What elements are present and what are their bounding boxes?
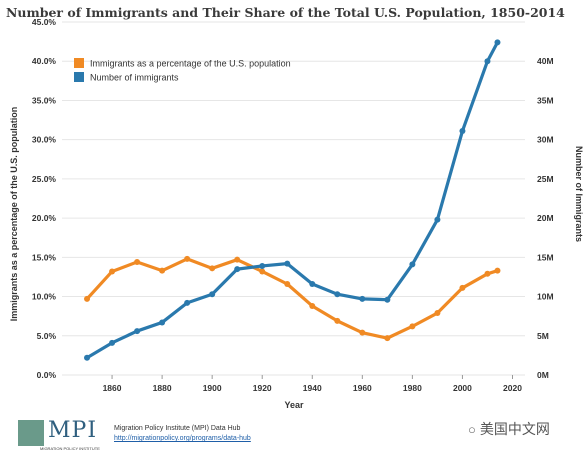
data-point [209,291,216,298]
data-point [409,323,416,330]
right-tick-label: 25M [537,174,554,184]
data-point [184,299,191,306]
legend-swatch [74,58,84,68]
right-tick-label: 20M [537,213,554,223]
logo-text: MPI [48,418,98,443]
x-tick-label: 1860 [103,383,122,393]
data-point [484,270,491,277]
right-tick-label: 35M [537,95,554,105]
data-point [359,329,366,336]
left-tick-label: 25.0% [32,174,57,184]
left-tick-label: 30.0% [32,135,57,145]
data-point [459,284,466,291]
series-line-0 [85,257,500,340]
x-axis-label: Year [284,400,304,410]
source-line: Migration Policy Institute (MPI) Data Hu… [114,425,241,432]
data-point [109,268,116,275]
data-point [494,267,501,274]
left-tick-label: 10.0% [32,292,57,302]
data-point [234,266,241,273]
x-tick-label: 1900 [203,383,222,393]
data-point [259,262,266,269]
x-tick-label: 2000 [453,383,472,393]
data-point [84,354,91,361]
right-tick-label: 15M [537,252,554,262]
series-line-1 [85,40,500,360]
left-axis-label: Immigrants as a percentage of the U.S. p… [9,107,19,322]
legend: Immigrants as a percentage of the U.S. p… [74,58,291,83]
left-axis: 0.0% 5.0% 10.0% 15.0% 20.0% 25.0% 30.0% 35.0% 40… [32,17,57,380]
data-point [234,256,241,263]
mpi-logo: MPI MIGRATION POLICY INSTITUTE [18,418,100,451]
x-tick-label: 1960 [353,383,372,393]
grid-lines [62,21,525,376]
chart-title: Number of Immigrants and Their Share of … [6,5,565,20]
legend-label: Immigrants as a percentage of the U.S. p… [90,59,291,69]
data-point [134,259,141,266]
data-point [134,328,141,335]
left-tick-label: 20.0% [32,213,57,223]
data-point [309,302,316,309]
watermark: ○ 美国中文网 [468,419,550,439]
data-point [259,268,266,275]
right-tick-label: 0M [537,370,549,380]
data-point [459,128,466,135]
watermark-text: 美国中文网 [479,421,550,437]
x-axis: 1860 1880 1900 1920 1940 1960 1980 2000 2020 [103,375,522,393]
logo-tagline: MIGRATION POLICY INSTITUTE [40,446,100,451]
logo-icon [18,420,44,446]
right-tick-label: 10M [537,292,554,302]
data-point [84,295,91,302]
x-tick-label: 1920 [253,383,272,393]
x-tick-label: 1880 [153,383,172,393]
data-point [409,261,416,268]
data-point [109,339,116,346]
x-tick-label: 1940 [303,383,322,393]
right-axis-label: Number of Immigrants [574,146,584,242]
left-tick-label: 40.0% [32,56,57,66]
left-tick-label: 45.0% [32,17,57,27]
data-point [334,317,341,324]
data-point [284,260,291,267]
data-point [494,39,501,46]
source-note: Migration Policy Institute (MPI) Data Hu… [114,424,251,444]
data-point [159,319,166,326]
right-tick-label: 5M [537,331,549,341]
data-point [384,296,391,303]
data-point [334,291,341,298]
x-tick-label: 2020 [503,383,522,393]
wechat-icon: ○ [468,422,476,437]
right-tick-label: 30M [537,135,554,145]
data-point [284,281,291,288]
data-point [484,58,491,65]
series-lines [84,39,501,361]
data-point [159,267,166,274]
data-point [434,216,441,223]
legend-swatch [74,72,84,82]
legend-label: Number of immigrants [90,73,179,83]
data-point [309,281,316,288]
left-tick-label: 15.0% [32,252,57,262]
left-tick-label: 0.0% [37,370,57,380]
source-link[interactable]: http://migrationpolicy.org/programs/data… [114,435,251,442]
left-tick-label: 5.0% [37,331,57,341]
data-point [209,265,216,272]
x-tick-label: 1980 [403,383,422,393]
data-point [384,335,391,342]
data-point [434,310,441,317]
right-axis: 0M 5M 10M 15M 20M 25M 30M 35M 40M [537,56,554,380]
data-point [359,295,366,302]
right-tick-label: 40M [537,56,554,66]
left-tick-label: 35.0% [32,95,57,105]
data-point [184,255,191,262]
